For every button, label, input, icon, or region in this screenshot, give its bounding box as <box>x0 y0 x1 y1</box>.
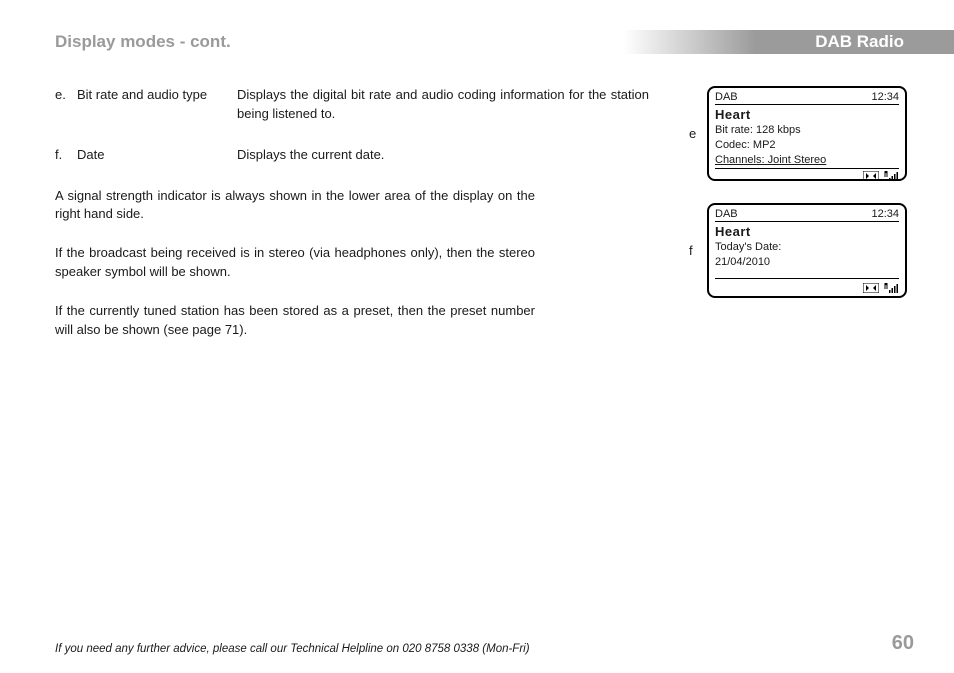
lcd-info: Bit rate: 128 kbps Codec: MP2 Channels: … <box>715 123 899 168</box>
lcd-station: Heart <box>715 222 899 240</box>
lcd-info: Today's Date: 21/04/2010 <box>715 240 899 278</box>
definition-row: e. Bit rate and audio type Displays the … <box>55 86 649 124</box>
lcd-display: DAB 12:34 Heart Bit rate: 128 kbps Codec… <box>707 86 907 181</box>
lcd-mode: DAB <box>715 91 738 103</box>
def-desc: Displays the current date. <box>237 146 649 165</box>
header-banner: DAB Radio <box>624 30 954 54</box>
screens-column: e DAB 12:34 Heart Bit rate: 128 kbps Cod… <box>689 86 914 320</box>
def-desc: Displays the digital bit rate and audio … <box>237 86 649 124</box>
definition-row: f. Date Displays the current date. <box>55 146 649 165</box>
lcd-time: 12:34 <box>871 91 899 103</box>
signal-icon <box>883 283 899 293</box>
def-term: Bit rate and audio type <box>77 86 237 124</box>
paragraph: If the currently tuned station has been … <box>55 302 535 340</box>
content-area: e. Bit rate and audio type Displays the … <box>55 86 914 360</box>
text-column: e. Bit rate and audio type Displays the … <box>55 86 649 360</box>
def-letter: f. <box>55 146 77 165</box>
lcd-status-bar <box>715 168 899 181</box>
lcd-line: Channels: Joint Stereo <box>715 153 899 168</box>
screen-example-f: f DAB 12:34 Heart Today's Date: 21/04/20… <box>689 203 914 298</box>
section-title: Display modes - cont. <box>55 32 231 52</box>
stereo-icon <box>863 283 879 293</box>
footer-help-text: If you need any further advice, please c… <box>55 643 530 655</box>
page-footer: If you need any further advice, please c… <box>55 632 914 655</box>
manual-page: Display modes - cont. DAB Radio e. Bit r… <box>0 0 954 673</box>
lcd-top-bar: DAB 12:34 <box>715 208 899 222</box>
lcd-mode: DAB <box>715 208 738 220</box>
stereo-icon <box>863 171 879 181</box>
def-term: Date <box>77 146 237 165</box>
page-number: 60 <box>892 632 914 655</box>
header-row: Display modes - cont. DAB Radio <box>55 30 914 56</box>
paragraph: If the broadcast being received is in st… <box>55 244 535 282</box>
screen-label: f <box>689 243 707 258</box>
def-letter: e. <box>55 86 77 124</box>
screen-example-e: e DAB 12:34 Heart Bit rate: 128 kbps Cod… <box>689 86 914 181</box>
lcd-display: DAB 12:34 Heart Today's Date: 21/04/2010 <box>707 203 907 298</box>
lcd-line: Bit rate: 128 kbps <box>715 123 899 138</box>
lcd-top-bar: DAB 12:34 <box>715 91 899 105</box>
lcd-station: Heart <box>715 105 899 123</box>
signal-icon <box>883 171 899 181</box>
screen-label: e <box>689 126 707 141</box>
paragraph: A signal strength indicator is always sh… <box>55 187 535 225</box>
lcd-line: Today's Date: <box>715 240 899 255</box>
lcd-line: Codec: MP2 <box>715 138 899 153</box>
lcd-time: 12:34 <box>871 208 899 220</box>
lcd-line: 21/04/2010 <box>715 255 899 270</box>
lcd-status-bar <box>715 278 899 294</box>
